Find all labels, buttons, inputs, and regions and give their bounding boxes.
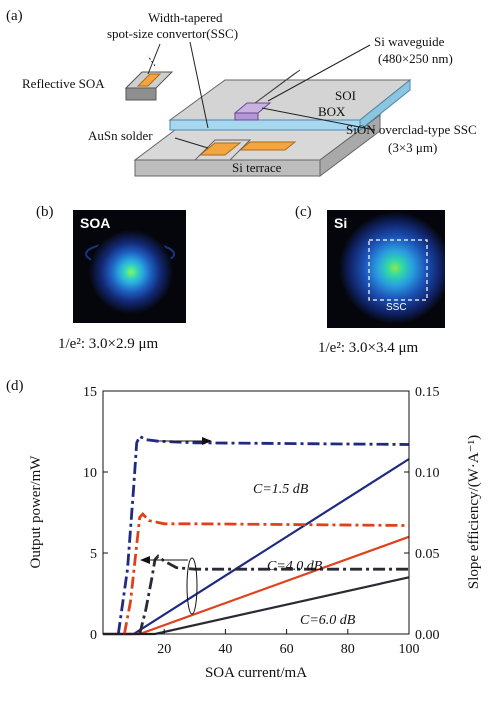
panel-b-label: (b): [36, 204, 54, 220]
annotation-c40: C=4.0 dB: [267, 559, 323, 574]
curve-group-ellipse: [186, 557, 198, 615]
x-tick-label: 20: [157, 642, 171, 657]
panel-a-label: (a): [6, 8, 23, 24]
x-tick-label: 40: [218, 642, 232, 657]
ssc-label-line2: spot-size convertor(SSC): [107, 26, 239, 41]
si-terrace-front: [134, 159, 321, 177]
y-tick-label: 10: [83, 466, 97, 481]
right-axis-arrowhead: [202, 437, 212, 445]
ssc-leader-curve: [189, 41, 209, 129]
series-c40-output-power: [103, 535, 410, 636]
ausn-leader-line: [174, 137, 209, 149]
ssc-label-line1: Width-tapered: [148, 10, 223, 25]
x-tick-label: 60: [280, 642, 294, 657]
si-mode-caption: 1/e²: 3.0×3.4 μm: [318, 340, 419, 356]
ssc-box-tag: SSC: [386, 302, 407, 313]
reflective-soa-front: [125, 87, 157, 101]
y2-tick-label: 0.05: [415, 547, 440, 562]
device-schematic: [124, 41, 412, 177]
reflective-soa-stripe: [136, 73, 162, 87]
si-waveguide-dims: (480×250 nm): [378, 51, 453, 66]
series-c40-slope-efficiency: [123, 512, 410, 635]
soi-label: SOI: [335, 88, 356, 103]
si-wg-leader-line: [267, 44, 371, 102]
si-mode-image: [327, 210, 445, 328]
y-tick-label: 0: [90, 628, 97, 643]
x-tick-label: 100: [399, 642, 420, 657]
x-tick-label: 80: [341, 642, 355, 657]
ssc-leader-line: [147, 43, 161, 75]
soa-chip-outline: [193, 139, 252, 161]
y-tick-label: 15: [83, 385, 97, 400]
ausn-trace: [238, 141, 297, 151]
sion-leader-line: [261, 107, 376, 131]
y-tick-label: 5: [90, 547, 97, 562]
reflective-soa-label: Reflective SOA: [22, 76, 105, 91]
left-axis-arrowhead: [140, 556, 150, 564]
sion-ssc-front: [234, 112, 259, 121]
annotation-c15: C=1.5 dB: [253, 482, 309, 497]
panel-c-label: (c): [295, 204, 312, 220]
soa-image-tag: SOA: [80, 215, 111, 231]
y2-tick-label: 0.15: [415, 385, 440, 400]
sion-ssc-label: SiON overclad-type SSC: [346, 122, 477, 137]
si-image-tag: Si: [334, 215, 348, 231]
y2-tick-label: 0.00: [415, 628, 440, 643]
series-c60-slope-efficiency: [138, 554, 409, 635]
si-terrace-label: Si terrace: [232, 160, 282, 175]
ausn-pad: [198, 142, 242, 156]
x-axis-title: SOA current/mA: [205, 665, 307, 681]
box-label: BOX: [318, 104, 346, 119]
plot-frame: [102, 390, 410, 635]
ausn-label: AuSn solder: [88, 128, 153, 143]
series-c15-slope-efficiency: [116, 434, 410, 635]
y2-axis-title: Slope efficiency/(W·A⁻¹): [466, 435, 482, 589]
power-efficiency-chart: 20 40 60 80 100 0 5 10 15 0.00 0.05 0.10 0.15 C=1.5 …: [28, 385, 482, 681]
annotation-c60: C=6.0 dB: [300, 613, 356, 628]
sion-ssc-dims: (3×3 μm): [388, 140, 438, 155]
panel-d-label: (d): [6, 378, 24, 394]
si-waveguide-label: Si waveguide: [374, 34, 445, 49]
y2-tick-label: 0.10: [415, 466, 440, 481]
soa-mode-caption: 1/e²: 3.0×2.9 μm: [58, 336, 159, 352]
y-axis-title: Output power/mW: [28, 455, 44, 569]
si-waveguide: [254, 69, 301, 104]
soa-mode-image: [73, 210, 186, 323]
